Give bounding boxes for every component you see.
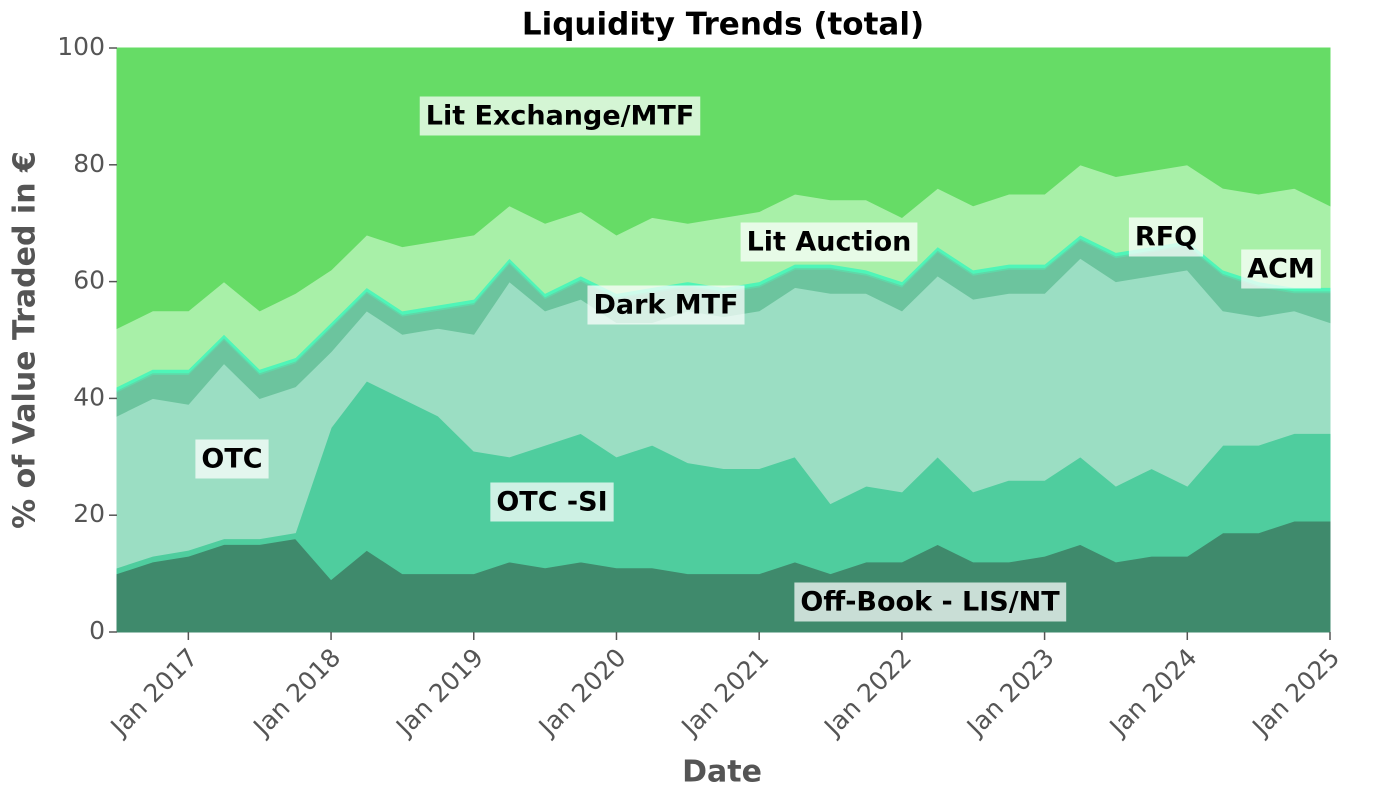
label-box xyxy=(587,285,745,325)
label-box xyxy=(794,582,1067,622)
series-name: OTC -SI xyxy=(496,487,607,518)
series-label: OTC xyxy=(195,439,269,479)
label-box xyxy=(195,439,269,479)
y-tick-label: 60 xyxy=(73,266,105,295)
label-box xyxy=(490,482,614,522)
y-axis-label: % of Value Traded in € xyxy=(8,151,43,529)
x-tick-label: Jan 2020 xyxy=(532,643,632,743)
series-label: RFQ xyxy=(1128,217,1204,257)
series-label: Dark MTF xyxy=(587,285,745,325)
areas xyxy=(116,47,1331,633)
x-tick-label: Jan 2019 xyxy=(389,643,489,743)
series-label: Lit Auction xyxy=(740,222,918,262)
chart-title: Liquidity Trends (total) xyxy=(522,7,924,43)
label-box xyxy=(1128,217,1204,257)
series-name: Lit Auction xyxy=(747,227,912,258)
label-box xyxy=(740,222,918,262)
y-tick-label: 0 xyxy=(89,616,105,645)
label-box xyxy=(419,96,701,136)
y-tick-label: 40 xyxy=(73,382,105,411)
series-name: OTC xyxy=(201,444,262,475)
series-label: OTC -SI xyxy=(490,482,614,522)
series-name: RFQ xyxy=(1135,222,1197,253)
series-name: Dark MTF xyxy=(593,290,738,321)
series-label: ACM xyxy=(1241,249,1321,289)
y-tick-label: 80 xyxy=(73,149,105,178)
x-tick-label: Jan 2023 xyxy=(960,643,1060,743)
x-tick-label: Jan 2025 xyxy=(1245,643,1345,743)
y-tick-label: 20 xyxy=(73,499,105,528)
x-tick-label: Jan 2022 xyxy=(817,643,917,743)
x-tick-label: Jan 2017 xyxy=(104,643,204,743)
series-name: ACM xyxy=(1247,254,1315,285)
x-axis-label: Date xyxy=(682,755,762,790)
label-box xyxy=(1241,249,1321,289)
series-label: Off-Book - LIS/NT xyxy=(794,582,1067,622)
x-tick-label: Jan 2021 xyxy=(675,643,775,743)
x-tick-label: Jan 2024 xyxy=(1103,643,1203,743)
series-name: Lit Exchange/MTF xyxy=(426,101,695,132)
y-tick-label: 100 xyxy=(57,32,105,61)
series-name: Off-Book - LIS/NT xyxy=(800,587,1060,618)
x-tick-label: Jan 2018 xyxy=(246,643,346,743)
series-label: Lit Exchange/MTF xyxy=(419,96,701,136)
